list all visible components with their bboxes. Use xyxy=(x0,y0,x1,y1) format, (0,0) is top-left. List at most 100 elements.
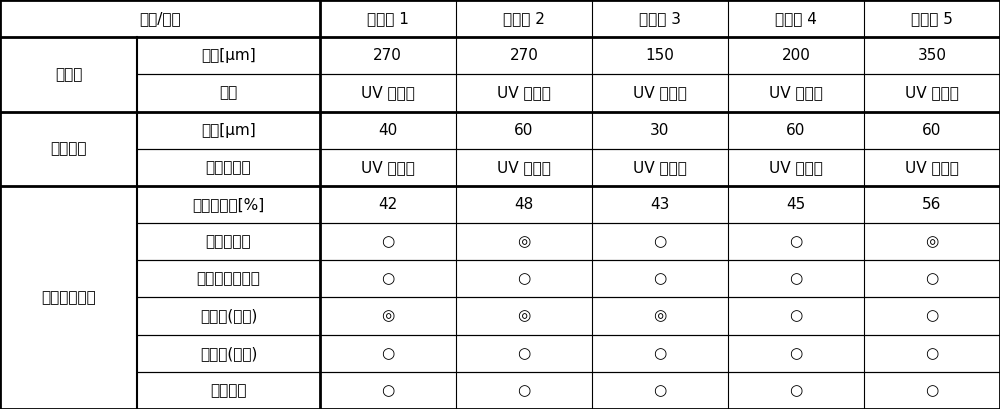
Bar xyxy=(320,37,456,74)
Bar xyxy=(137,149,320,186)
Bar xyxy=(592,372,728,409)
Text: 43: 43 xyxy=(650,197,670,212)
Text: 厚度[μm]: 厚度[μm] xyxy=(201,48,256,63)
Text: 基材膜: 基材膜 xyxy=(55,67,82,82)
Text: ○: ○ xyxy=(517,271,530,286)
Bar xyxy=(320,297,456,335)
Text: 特性评价项目: 特性评价项目 xyxy=(41,290,96,305)
Bar xyxy=(456,186,592,223)
Bar xyxy=(864,372,1000,409)
Text: 实施例 3: 实施例 3 xyxy=(639,11,681,26)
Text: UV 固化型: UV 固化型 xyxy=(633,160,687,175)
Bar xyxy=(864,335,1000,372)
Text: ○: ○ xyxy=(381,383,394,398)
Text: ◎: ◎ xyxy=(381,308,394,324)
Bar xyxy=(728,372,864,409)
Text: 应力减少率[%]: 应力减少率[%] xyxy=(192,197,265,212)
Text: 粘合剂层: 粘合剂层 xyxy=(50,141,87,156)
Bar xyxy=(456,149,592,186)
Text: ○: ○ xyxy=(653,346,667,361)
Text: ○: ○ xyxy=(653,234,667,249)
Text: 磨削性(浅凹): 磨削性(浅凹) xyxy=(200,346,257,361)
Bar xyxy=(0,186,137,409)
Bar xyxy=(864,223,1000,260)
Bar xyxy=(592,112,728,149)
Text: 密合性试验: 密合性试验 xyxy=(206,234,251,249)
Text: 厚度[μm]: 厚度[μm] xyxy=(201,123,256,138)
Text: 实施例 2: 实施例 2 xyxy=(503,11,545,26)
Bar xyxy=(0,112,137,186)
Text: ○: ○ xyxy=(789,308,803,324)
Bar xyxy=(320,74,456,112)
Text: UV 固化型: UV 固化型 xyxy=(769,85,823,101)
Bar xyxy=(864,260,1000,297)
Text: ◎: ◎ xyxy=(517,234,530,249)
Text: 150: 150 xyxy=(645,48,674,63)
Text: UV 固化型: UV 固化型 xyxy=(497,85,551,101)
Bar xyxy=(456,37,592,74)
Bar xyxy=(456,297,592,335)
Bar xyxy=(728,335,864,372)
Bar xyxy=(728,186,864,223)
Text: 42: 42 xyxy=(378,197,397,212)
Text: 磨削性(破裂): 磨削性(破裂) xyxy=(200,308,257,324)
Text: ○: ○ xyxy=(517,383,530,398)
Bar xyxy=(137,74,320,112)
Text: ○: ○ xyxy=(925,271,939,286)
Bar xyxy=(592,74,728,112)
Text: 构成/项目: 构成/项目 xyxy=(139,11,181,26)
Text: 60: 60 xyxy=(786,123,806,138)
Text: UV 固化型: UV 固化型 xyxy=(361,160,415,175)
Text: 40: 40 xyxy=(378,123,397,138)
Text: ○: ○ xyxy=(789,346,803,361)
Text: 60: 60 xyxy=(922,123,942,138)
Bar xyxy=(320,223,456,260)
Bar xyxy=(864,149,1000,186)
Bar xyxy=(137,112,320,149)
Bar xyxy=(864,37,1000,74)
Bar xyxy=(456,112,592,149)
Bar xyxy=(728,74,864,112)
Text: 30: 30 xyxy=(650,123,670,138)
Bar xyxy=(456,74,592,112)
Text: 270: 270 xyxy=(509,48,538,63)
Text: 48: 48 xyxy=(514,197,533,212)
Bar xyxy=(592,149,728,186)
Text: ○: ○ xyxy=(789,234,803,249)
Bar xyxy=(137,335,320,372)
Text: 实施例 5: 实施例 5 xyxy=(911,11,953,26)
Text: 实施例 1: 实施例 1 xyxy=(367,11,409,26)
Text: 45: 45 xyxy=(786,197,806,212)
Bar xyxy=(728,260,864,297)
Bar xyxy=(320,112,456,149)
Text: ◎: ◎ xyxy=(517,308,530,324)
Bar xyxy=(137,223,320,260)
Text: ◎: ◎ xyxy=(925,234,939,249)
Text: ○: ○ xyxy=(925,383,939,398)
Bar xyxy=(592,223,728,260)
Bar xyxy=(728,223,864,260)
Text: ○: ○ xyxy=(789,271,803,286)
Bar xyxy=(456,223,592,260)
Text: UV 固化型: UV 固化型 xyxy=(905,85,959,101)
Text: ◎: ◎ xyxy=(653,308,667,324)
Bar xyxy=(728,112,864,149)
Bar xyxy=(320,0,456,37)
Bar xyxy=(137,37,320,74)
Text: ○: ○ xyxy=(381,234,394,249)
Text: 200: 200 xyxy=(781,48,810,63)
Text: ○: ○ xyxy=(789,383,803,398)
Bar xyxy=(728,0,864,37)
Bar xyxy=(456,260,592,297)
Bar xyxy=(320,335,456,372)
Bar xyxy=(0,0,320,37)
Bar xyxy=(728,297,864,335)
Bar xyxy=(456,335,592,372)
Text: 实施例 4: 实施例 4 xyxy=(775,11,817,26)
Text: ○: ○ xyxy=(653,271,667,286)
Text: 60: 60 xyxy=(514,123,534,138)
Bar xyxy=(728,37,864,74)
Text: UV 固化型: UV 固化型 xyxy=(497,160,551,175)
Bar xyxy=(864,74,1000,112)
Bar xyxy=(592,37,728,74)
